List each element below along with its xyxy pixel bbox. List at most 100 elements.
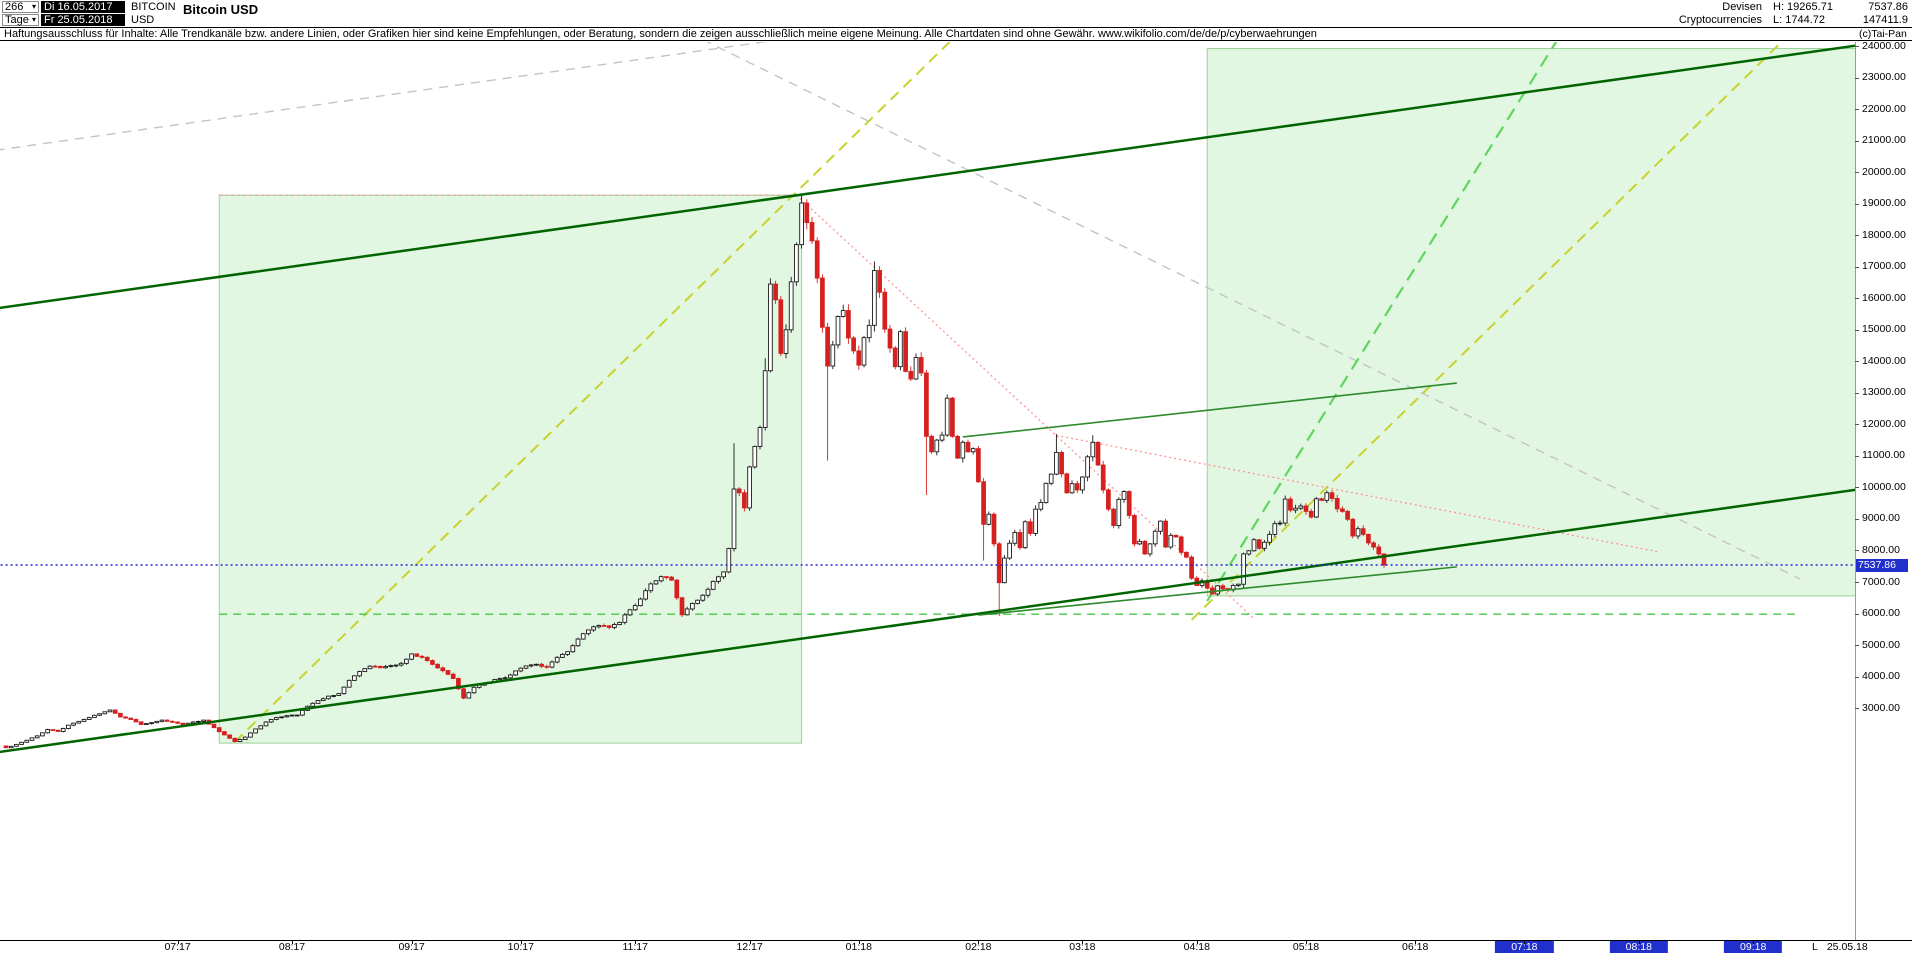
red-peak-decline [795,194,1255,620]
last-price-column: 7537.86 147411.9 [1863,1,1908,27]
month-label-05-18: 05:18 [1292,941,1320,953]
price-tick-mark [1855,109,1859,111]
price-tick-mark [1855,424,1859,426]
price-tick-label: 13000.00 [1862,386,1906,399]
candles-layer [3,195,1387,749]
price-tick-label: 22000.00 [1862,102,1906,115]
price-tick-label: 17000.00 [1862,260,1906,273]
date-to-field[interactable]: Fr 25.05.2018 [41,14,125,26]
price-tick-label: 10000.00 [1862,480,1906,493]
last-marker-date: 25.05.18 [1826,941,1868,953]
disclaimer-bar: Haftungsausschluss für Inhalte: Alle Tre… [0,28,1912,41]
month-label-09-18: 09:18 [1724,941,1783,953]
month-label-07-17: 07:17 [164,941,191,953]
price-tick-mark [1855,203,1859,205]
month-label-11-17: 11:17 [622,941,648,953]
month-tick-mark [1082,941,1084,944]
month-label-08-17: 08:17 [278,941,306,953]
volume-value: 147411.9 [1862,14,1908,26]
chevron-down-icon: ▾ [31,15,36,24]
price-tick-label: 24000.00 [1862,39,1906,52]
price-tick-mark [1855,455,1859,457]
projected-rally-yellow-dashed [1190,42,1783,621]
month-tick-mark [411,941,413,944]
price-tick-mark [1855,582,1859,583]
price-tick-label: 15000.00 [1862,323,1906,336]
plot-layers [0,42,1855,754]
price-tick-mark [1855,645,1859,647]
price-tick-mark [1855,487,1859,489]
price-tick-mark [1855,392,1859,394]
instrument-category: Devisen Cryptocurrencies [1679,1,1762,27]
price-tick-label: 8000.00 [1862,543,1900,556]
upper-channel [0,44,1855,310]
price-tick-mark [1855,708,1859,710]
date-from-field[interactable]: Di 16.05.2017 [41,1,125,13]
projected-rally-green-dashed [1206,42,1558,602]
page-title: Bitcoin USD [183,2,259,17]
month-tick-mark [177,941,179,944]
price-tick-label: 23000.00 [1862,71,1906,84]
price-tick-mark [1855,172,1859,174]
month-label-06-18: 06:18 [1402,941,1429,953]
symbol-name: BITCOIN [131,1,176,13]
lower-channel [0,488,1855,754]
category-label: Devisen [1722,1,1762,13]
price-tick-mark [1855,361,1859,363]
price-tick-label: 18000.00 [1862,228,1906,241]
month-tick-mark [520,941,522,944]
month-label-07-18: 07:18 [1495,941,1554,953]
month-label-12-17: 12:17 [736,941,763,953]
last-price-value: 7537.86 [1868,1,1908,13]
month-tick-mark [1196,941,1198,944]
bars-count-value: 266 [5,1,24,13]
price-tick-mark [1855,46,1859,47]
price-tick-mark [1855,266,1859,268]
month-tick-mark [858,941,860,944]
price-tick-label: 14000.00 [1862,354,1906,367]
month-tick-mark [1306,941,1307,944]
price-tick-mark [1855,235,1859,237]
price-tick-label: 7000.00 [1862,575,1900,588]
symbol-currency: USD [131,14,155,26]
gray-descending [705,42,1801,580]
price-tick-mark [1855,613,1859,615]
month-label-03-18: 03:18 [1069,941,1096,953]
bars-count-select[interactable]: 266 ▾ [2,1,39,13]
chevron-down-icon: ▾ [31,2,36,11]
period-select[interactable]: Tage ▾ [2,14,39,26]
month-label-08-18: 08:18 [1609,941,1668,953]
regions-layer [218,48,1855,744]
last-date-marker: L 25.05.18 [1812,941,1877,953]
price-tick-label: 6000.00 [1862,607,1900,620]
price-tick-mark [1855,550,1859,552]
mid-support [978,566,1457,616]
month-label-10-17: 10:17 [507,941,534,953]
price-axis-separator [1855,42,1856,940]
price-tick-label: 21000.00 [1862,134,1906,147]
month-tick-mark [1638,941,1640,944]
price-tick-mark [1855,140,1859,142]
price-tick-mark [1855,77,1859,79]
high-low-column: H: 19265.71 L: 1744.72 [1773,1,1833,27]
month-label-09-17: 09:17 [398,941,425,953]
price-tick-label: 3000.00 [1862,701,1900,714]
price-tick-mark [1855,518,1859,520]
trendlines-front-layer [0,44,1855,754]
price-tick-label: 9000.00 [1862,512,1900,525]
price-tick-mark [1855,329,1859,331]
month-tick-mark [1753,941,1755,944]
month-tick-mark [292,941,293,944]
month-tick-mark [749,941,751,944]
price-tick-label: 5000.00 [1862,638,1900,651]
price-tick-label: 19000.00 [1862,197,1906,210]
rally-channel-zone [218,194,803,744]
price-tick-label: 16000.00 [1862,291,1906,304]
price-tick-label: 20000.00 [1862,165,1906,178]
month-tick-mark [635,941,637,944]
price-tick-label: 4000.00 [1862,670,1900,683]
price-tick-label: 12000.00 [1862,417,1906,430]
chart-header: 266 ▾ Tage ▾ Di 16.05.2017 Fr 25.05.2018… [0,0,1912,28]
period-value: Tage [5,14,29,26]
